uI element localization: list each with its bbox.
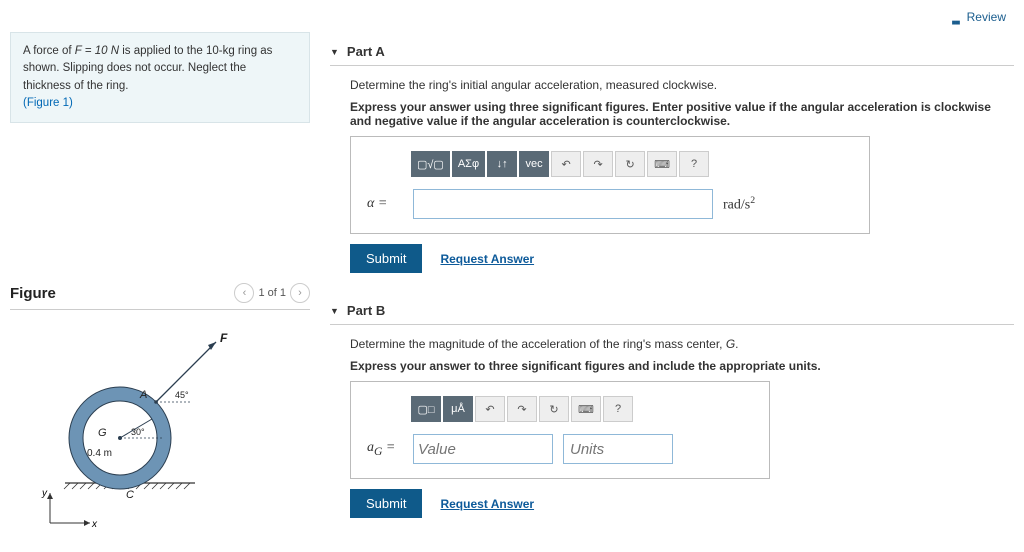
reset-button[interactable]: ↻ [615,151,645,177]
part-a-instr1: Determine the ring's initial angular acc… [350,78,1014,92]
redo-button[interactable]: ↷ [507,396,537,422]
undo-button[interactable]: ↶ [551,151,581,177]
collapse-icon: ▼ [330,47,339,57]
part-a-instr2: Express your answer using three signific… [350,100,1014,128]
svg-text:C: C [126,489,134,501]
undo-button[interactable]: ↶ [475,396,505,422]
units-input[interactable] [563,434,673,464]
svg-text:F: F [220,331,228,345]
figure-next-button[interactable]: › [290,283,310,303]
alpha-label: α = [367,196,403,212]
reset-button[interactable]: ↻ [539,396,569,422]
value-input[interactable] [413,434,553,464]
figure-prev-button[interactable]: ‹ [234,283,254,303]
review-link[interactable]: Review [0,0,1024,24]
part-b-header[interactable]: ▼ Part B [330,299,1014,325]
part-b-answer-box: ▢□ μÅ ↶ ↷ ↻ ⌨ ? aG = [350,381,770,479]
request-answer-link[interactable]: Request Answer [440,252,534,266]
ag-label: aG = [367,440,403,458]
review-icon [947,14,959,22]
collapse-icon: ▼ [330,306,339,316]
units-button[interactable]: μÅ [443,396,473,422]
figure-title: Figure [10,285,56,302]
subscript-button[interactable]: ↓↑ [487,151,517,177]
svg-text:x: x [91,519,98,528]
part-a-header[interactable]: ▼ Part A [330,40,1014,66]
submit-button[interactable]: Submit [350,244,422,273]
review-label: Review [967,10,1006,24]
svg-text:A: A [139,389,147,401]
figure-link[interactable]: (Figure 1) [23,97,73,109]
greek-button[interactable]: ΑΣφ [452,151,485,177]
alpha-units: rad/s2 [723,195,755,214]
svg-text:y: y [41,488,48,499]
figure-diagram: G 30° A 45° F 0.4 m [10,320,310,531]
redo-button[interactable]: ↷ [583,151,613,177]
help-button[interactable]: ? [603,396,633,422]
svg-text:45°: 45° [175,390,189,400]
problem-statement: A force of F = 10 N is applied to the 10… [10,32,310,123]
help-button[interactable]: ? [679,151,709,177]
svg-text:G: G [98,427,107,439]
keyboard-button[interactable]: ⌨ [571,396,601,422]
templates-button[interactable]: ▢□ [411,396,441,422]
keyboard-button[interactable]: ⌨ [647,151,677,177]
alpha-input[interactable] [413,189,713,219]
figure-pager: ‹ 1 of 1 › [234,283,310,303]
part-a-answer-box: ▢√▢ ΑΣφ ↓↑ vec ↶ ↷ ↻ ⌨ ? α = rad/s2 [350,136,870,234]
vec-button[interactable]: vec [519,151,549,177]
request-answer-link[interactable]: Request Answer [440,497,534,511]
submit-button[interactable]: Submit [350,489,422,518]
svg-text:30°: 30° [131,427,145,437]
part-b-instr2: Express your answer to three significant… [350,359,1014,373]
templates-button[interactable]: ▢√▢ [411,151,450,177]
svg-text:0.4 m: 0.4 m [87,448,112,459]
part-b-instr1: Determine the magnitude of the accelerat… [350,337,1014,351]
